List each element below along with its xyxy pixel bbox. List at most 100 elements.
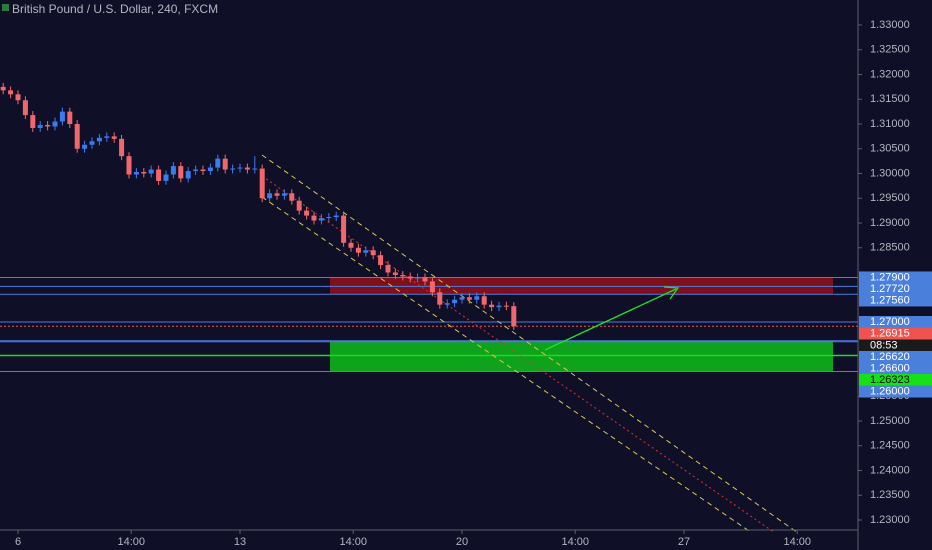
candle-body (296, 200, 302, 211)
candle-body (474, 296, 480, 300)
candle-body (392, 272, 398, 275)
candle-body (30, 115, 36, 128)
candle-body (193, 169, 199, 172)
candle-body (466, 297, 472, 300)
price-label: 08:53 (870, 339, 898, 351)
candle-body (170, 166, 176, 175)
price-label-bg (859, 385, 932, 398)
arrow-line (544, 288, 677, 351)
y-tick-label: 1.23000 (870, 514, 910, 526)
candle-body (267, 193, 273, 199)
candle-body (96, 137, 102, 142)
candle-body (385, 265, 391, 273)
y-tick-label: 1.28500 (870, 242, 910, 254)
price-label: 1.26000 (870, 385, 910, 397)
candle-body (148, 169, 154, 174)
x-tick-label: 6 (15, 536, 21, 548)
candle-body (444, 303, 450, 305)
axes: 1.33000 1.32500 1.32000 1.31500 1.31000 1.305… (15, 19, 932, 548)
y-tick-label: 1.29000 (870, 217, 910, 229)
candle-body (341, 215, 347, 243)
x-tick-label: 14:00 (339, 536, 367, 548)
candle-body (230, 168, 236, 170)
y-tick-label: 1.24500 (870, 440, 910, 452)
candle-body (15, 94, 21, 101)
candle-body (511, 306, 517, 327)
x-tick-label: 14:00 (783, 536, 811, 548)
y-tick-label: 1.30500 (870, 143, 910, 155)
y-tick-label: 1.24000 (870, 464, 910, 476)
candle-body (67, 111, 73, 124)
candle-body (237, 167, 243, 169)
price-label-bg (859, 294, 932, 307)
candle-body (503, 305, 509, 307)
arrow-head (663, 286, 680, 300)
title-icon (2, 4, 9, 11)
levels (0, 276, 858, 372)
candle-body (370, 250, 376, 256)
y-tick-label: 1.25000 (870, 415, 910, 427)
candle-body (355, 247, 361, 253)
x-tick-label: 27 (678, 536, 690, 548)
price-label: 1.27560 (870, 294, 910, 306)
price-label-bg (859, 351, 932, 363)
price-label-bg (859, 374, 932, 386)
candle-body (400, 274, 406, 277)
candle-body (126, 156, 132, 175)
candle-body (281, 193, 287, 196)
candle-body (452, 299, 458, 304)
candle-body (437, 292, 443, 305)
candle-body (489, 304, 495, 308)
x-tick-label: 14:00 (561, 536, 589, 548)
arrow (544, 286, 680, 351)
candle-body (348, 242, 354, 248)
candle-body (311, 215, 317, 221)
candle-body (318, 218, 324, 221)
candle-body (333, 215, 339, 218)
candle-body (59, 111, 65, 122)
x-tick-label: 20 (456, 536, 468, 548)
candle-body (274, 193, 280, 196)
price-label-bg (859, 316, 932, 328)
x-tick-label: 14:00 (117, 536, 145, 548)
price-label: 1.26620 (870, 351, 910, 363)
y-tick-label: 1.31500 (870, 93, 910, 105)
price-label: 1.26323 (870, 374, 910, 386)
x-tick-label: 13 (234, 536, 246, 548)
candle-body (37, 124, 43, 128)
y-tick-label: 1.33000 (870, 19, 910, 31)
candle-body (215, 158, 221, 168)
candle-body (141, 172, 147, 174)
candle-body (326, 217, 332, 219)
candle-body (119, 138, 125, 157)
candle-body (22, 100, 28, 116)
candle-body (222, 158, 228, 170)
candle-body (89, 141, 95, 145)
candle-body (304, 210, 310, 216)
y-tick-label: 1.32000 (870, 68, 910, 80)
candle-body (200, 169, 206, 172)
price-label-bg (859, 362, 932, 375)
candle-body (244, 167, 250, 170)
price-label: 1.27720 (870, 283, 910, 295)
channel (261, 154, 799, 534)
candle-body (185, 171, 191, 179)
y-tick-label: 1.23500 (870, 489, 910, 501)
candle-body (496, 305, 502, 308)
price-label: 1.27900 (870, 271, 910, 283)
candle-body (0, 86, 6, 91)
channel-middle (261, 175, 776, 534)
price-label-bg (859, 327, 932, 340)
candle-body (481, 296, 487, 305)
candle-body (45, 124, 51, 127)
price-label: 1.27000 (870, 316, 910, 328)
price-label: 1.26915 (870, 327, 910, 339)
candle-body (163, 174, 169, 181)
price-label-bg (859, 282, 932, 295)
candle-body (178, 166, 184, 179)
candle-body (104, 136, 110, 138)
candle-body (259, 168, 265, 199)
candle-body (363, 250, 369, 253)
